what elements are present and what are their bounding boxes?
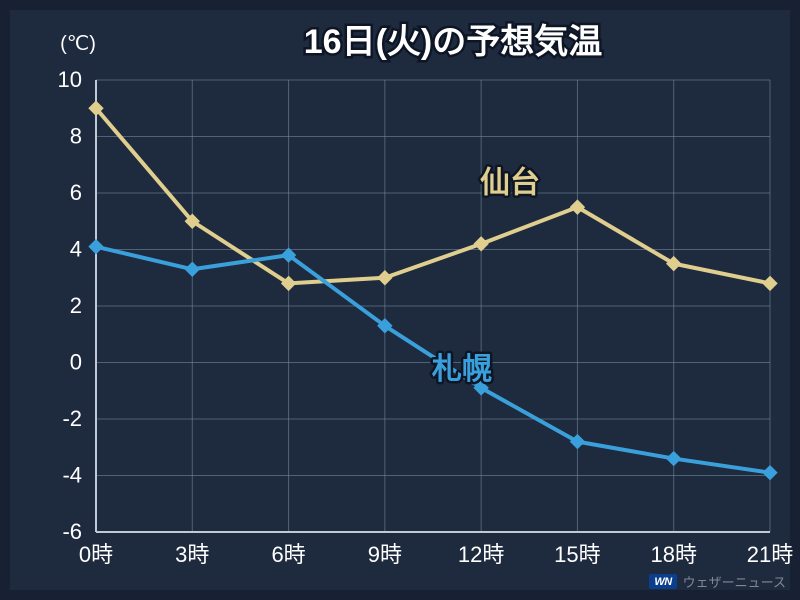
y-tick-label: -4	[62, 462, 82, 487]
attribution: WN ウェザーニュース	[649, 572, 786, 591]
series-label-sendai: 仙台	[480, 165, 540, 199]
y-tick-label: 2	[70, 293, 82, 318]
y-tick-label: 4	[70, 236, 82, 261]
x-tick-label: 6時	[271, 542, 305, 567]
x-tick-label: 12時	[458, 542, 504, 567]
x-tick-label: 0時	[79, 542, 113, 567]
x-tick-label: 18時	[650, 542, 696, 567]
chart-container: -6 -4 -2 0 2 4 6 8 10 0時 3時 6時 9時 12時 15時 18時 21時 (℃) 16日(…	[0, 0, 800, 600]
attribution-badge-icon: WN	[649, 574, 676, 589]
x-tick-label: 21時	[747, 542, 793, 567]
y-tick-label: -2	[62, 406, 82, 431]
y-tick-label: 10	[58, 67, 82, 92]
y-tick-label: 8	[70, 123, 82, 148]
chart-title: 16日(火)の予想気温	[304, 23, 602, 61]
temperature-chart: -6 -4 -2 0 2 4 6 8 10 0時 3時 6時 9時 12時 15時 18時 21時 (℃) 16日(…	[0, 0, 800, 600]
series-label-sapporo: 札幌	[432, 353, 492, 386]
y-tick-label: 6	[70, 180, 82, 205]
y-tick-label: -6	[62, 519, 82, 544]
x-tick-label: 15時	[554, 542, 600, 567]
x-tick-label: 3時	[175, 542, 209, 567]
x-tick-label: 9時	[368, 542, 402, 567]
attribution-text: ウェザーニュース	[683, 572, 786, 591]
y-tick-label: 0	[70, 349, 82, 374]
unit-label: (℃)	[60, 33, 96, 55]
